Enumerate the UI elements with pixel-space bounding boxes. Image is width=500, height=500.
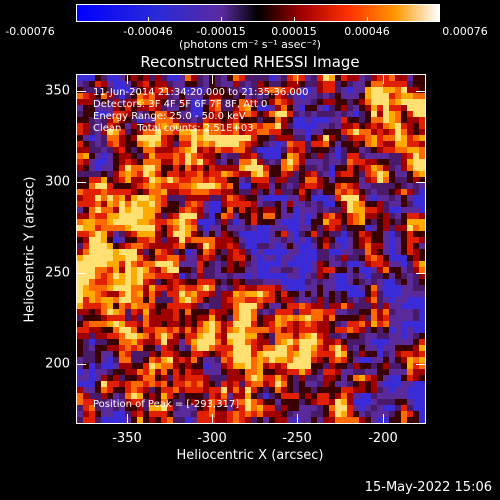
y-tick-label: 250 bbox=[45, 265, 70, 281]
x-tick-label: -250 bbox=[282, 431, 312, 446]
colorbar-tick-label: -0.00076 bbox=[5, 25, 55, 38]
y-tick-label: 350 bbox=[45, 83, 70, 99]
detectors-text: Detectors: 3F 4F 5F 6F 7F 8F, Att 0 bbox=[93, 99, 268, 110]
y-axis-label: Heliocentric Y (arcsec) bbox=[22, 176, 38, 323]
x-tick-label: -300 bbox=[197, 431, 227, 446]
plot-title: Reconstructed RHESSI Image bbox=[140, 53, 360, 71]
colorbar-tick-label: 0.00015 bbox=[271, 25, 317, 38]
energy-range-text: Energy Range: 25.0 - 50.0 keV bbox=[93, 111, 246, 122]
colorbar-tick-label: -0.00015 bbox=[196, 25, 246, 38]
colorbar-tick-label: -0.00046 bbox=[123, 25, 173, 38]
y-tick-label: 300 bbox=[45, 174, 70, 190]
image-plot-area: 11-Jun-2014 21:34:20.000 to 21:35:36.000… bbox=[76, 74, 426, 424]
date-stamp: 15-May-2022 15:06 bbox=[364, 480, 492, 495]
heatmap-image bbox=[77, 75, 425, 423]
time-range-text: 11-Jun-2014 21:34:20.000 to 21:35:36.000 bbox=[93, 87, 309, 98]
colorbar-tick-label: 0.00076 bbox=[442, 25, 488, 38]
y-tick-label: 200 bbox=[45, 356, 70, 372]
clean-counts-text: Clean Total counts: 2.51E+03 bbox=[93, 123, 254, 134]
colorbar-tick-label: 0.00046 bbox=[344, 25, 390, 38]
x-tick-label: -200 bbox=[368, 431, 398, 446]
colorbar bbox=[76, 4, 440, 22]
x-tick-label: -350 bbox=[112, 431, 142, 446]
x-axis-label: Heliocentric X (arcsec) bbox=[176, 448, 324, 463]
colorbar-units: (photons cm⁻² s⁻¹ asec⁻²) bbox=[179, 38, 321, 51]
peak-position-text: Position of Peak = [-293,317] bbox=[93, 399, 240, 410]
